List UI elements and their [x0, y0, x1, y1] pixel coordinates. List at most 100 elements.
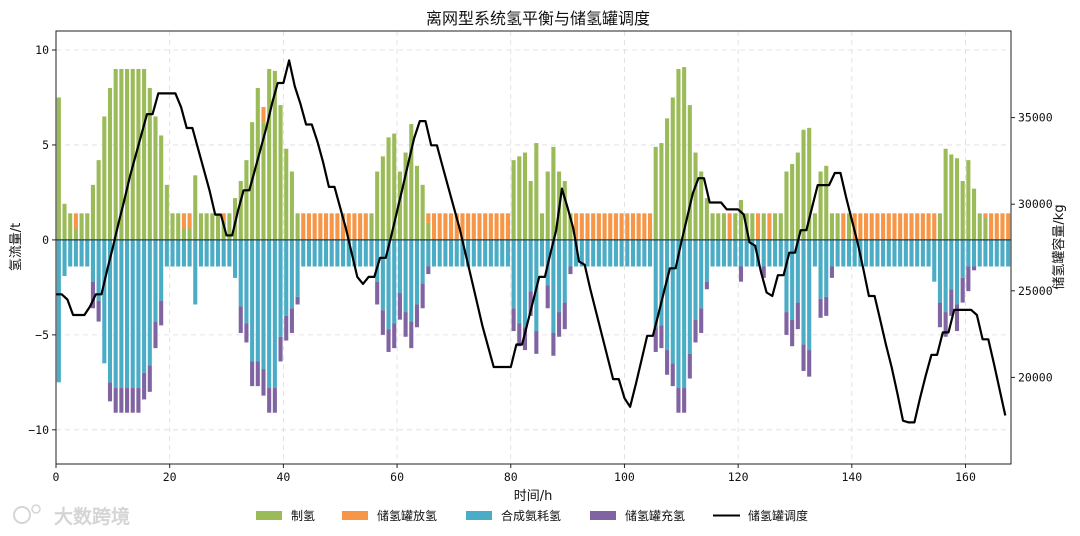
bar-series-2 [738, 239, 744, 267]
bar-series-2 [676, 239, 681, 389]
bar-series-2 [250, 239, 255, 362]
bar-series-0 [198, 213, 204, 240]
bar-series-1 [989, 213, 994, 240]
bar-series-1 [636, 213, 641, 240]
bar-series-2 [301, 239, 306, 267]
bar-series-0 [937, 213, 942, 240]
bar-series-1 [863, 213, 869, 240]
bar-series-2 [335, 239, 340, 267]
bar-series-2 [233, 239, 238, 278]
bar-series-2 [574, 239, 579, 267]
bar-series-1 [1000, 213, 1005, 240]
bar-series-2 [363, 239, 368, 267]
bar-series-0 [380, 156, 385, 240]
bar-series-2 [187, 239, 192, 267]
bar-series-0 [539, 213, 545, 240]
bar-series-0 [733, 213, 738, 240]
bar-series-3 [142, 372, 147, 400]
bar-series-2 [511, 239, 516, 309]
bar-series-2 [130, 239, 135, 389]
bar-series-1 [73, 213, 78, 229]
bar-series-2 [943, 239, 948, 313]
bar-series-0 [397, 171, 402, 240]
bar-series-2 [403, 239, 408, 313]
bar-series-2 [767, 239, 772, 267]
bar-series-1 [915, 213, 920, 240]
bar-series-3 [267, 388, 272, 413]
bar-series-0 [716, 213, 721, 240]
bar-series-2 [397, 239, 402, 294]
bar-series-2 [886, 239, 891, 267]
bar-series-2 [721, 239, 726, 267]
bar-series-0 [812, 213, 817, 240]
bar-series-0 [846, 213, 852, 240]
x-tick-label: 60 [390, 470, 404, 484]
bar-series-layer [56, 67, 1011, 413]
bar-series-2 [204, 239, 209, 267]
bar-series-3 [545, 285, 550, 309]
bar-series-3 [534, 331, 539, 354]
bar-series-3 [153, 321, 158, 349]
bar-series-3 [562, 302, 567, 330]
bar-series-2 [727, 239, 732, 267]
bar-series-0 [738, 200, 744, 240]
bar-series-0 [829, 213, 834, 240]
bar-series-3 [824, 296, 829, 316]
bar-series-2 [642, 239, 647, 267]
bar-series-2 [539, 239, 545, 267]
bar-series-2 [863, 239, 869, 267]
bar-series-2 [494, 239, 499, 267]
bar-series-1 [437, 213, 442, 240]
bar-series-1 [932, 213, 937, 240]
tank-schedule-line-layer [56, 59, 1007, 424]
bar-series-1 [426, 213, 431, 223]
bar-series-0 [801, 129, 806, 240]
bar-series-1 [352, 213, 357, 240]
bar-series-1 [466, 213, 471, 240]
bar-series-0 [255, 87, 260, 240]
bar-series-2 [284, 239, 289, 316]
left-y-tick-label: 10 [35, 43, 49, 57]
bar-series-2 [449, 239, 454, 267]
bar-series-2 [915, 239, 920, 267]
bar-series-3 [136, 388, 141, 413]
bar-series-1 [574, 213, 579, 240]
bar-series-1 [505, 213, 510, 240]
bar-series-3 [380, 310, 385, 335]
x-tick-label: 0 [53, 470, 60, 484]
bar-series-2 [341, 239, 346, 267]
bar-series-2 [977, 239, 982, 267]
bar-series-1 [335, 213, 340, 240]
bar-series-3 [528, 291, 533, 316]
tank-schedule-line [56, 59, 1007, 424]
bar-series-3 [517, 323, 522, 347]
right-y-tick-label: 25000 [1018, 284, 1053, 298]
bar-series-1 [647, 213, 653, 240]
bar-series-3 [522, 327, 528, 351]
bar-series-0 [528, 181, 533, 240]
bar-series-0 [966, 160, 971, 240]
bar-series-0 [676, 68, 681, 240]
bar-series-0 [153, 116, 158, 240]
bar-series-2 [875, 239, 880, 267]
right-y-tick-label: 30000 [1018, 197, 1053, 211]
bar-series-2 [966, 239, 971, 267]
bar-series-1 [500, 213, 505, 240]
bar-series-0 [79, 213, 84, 240]
x-tick-label: 140 [841, 470, 862, 484]
bar-series-2 [551, 239, 556, 333]
bar-series-2 [505, 239, 510, 267]
bar-series-2 [193, 239, 198, 305]
bar-series-0 [113, 68, 118, 240]
bar-series-2 [477, 239, 482, 267]
bar-series-3 [687, 353, 692, 379]
bar-series-2 [215, 239, 221, 267]
bar-series-3 [130, 388, 135, 413]
bar-series-2 [795, 239, 800, 303]
bar-series-2 [909, 239, 914, 267]
bar-series-0 [699, 171, 704, 240]
bar-series-2 [733, 239, 738, 267]
bar-series-2 [994, 239, 999, 267]
bar-series-2 [170, 239, 175, 267]
bar-series-2 [113, 239, 118, 389]
